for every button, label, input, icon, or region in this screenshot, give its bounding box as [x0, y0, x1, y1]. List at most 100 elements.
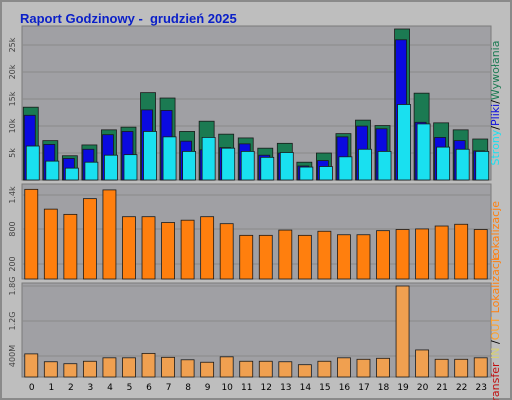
- bar-middle-s0-7: [161, 222, 175, 280]
- x-tick-label-19: 19: [397, 383, 409, 393]
- side-label-part: Lokalizacje: [489, 201, 502, 261]
- bar-middle-s0-19: [395, 229, 410, 280]
- y-tick-label-bottom: 1.2G: [8, 312, 17, 331]
- bar-middle-s0-22: [454, 223, 469, 280]
- bar-middle-s0-23: [473, 229, 488, 280]
- bar-top-s2-10: [221, 147, 236, 181]
- x-tick-label-18: 18: [378, 383, 390, 393]
- x-tick-label-11: 11: [241, 383, 252, 393]
- bar-top-s2-8: [182, 151, 197, 181]
- side-label-part: /: [489, 100, 502, 104]
- x-tick-label-17: 17: [358, 383, 369, 393]
- bar-top-s2-2: [64, 167, 79, 181]
- bar-middle-s0-10: [219, 223, 234, 280]
- y-tick-label-top: 15k: [8, 91, 17, 106]
- bar-middle-s0-4: [102, 189, 117, 280]
- x-tick-label-22: 22: [456, 383, 467, 393]
- x-tick-label-7: 7: [166, 383, 172, 393]
- bar-bottom-s0-17: [356, 358, 371, 378]
- side-label-middle: Lokalizacje: [489, 201, 502, 261]
- bar-top-s2-13: [279, 152, 294, 181]
- y-tick-label-middle: 200: [8, 256, 17, 271]
- x-tick-label-14: 14: [300, 383, 312, 393]
- bar-bottom-s0-7: [161, 356, 175, 378]
- y-tick-label-bottom: 400M: [8, 345, 17, 367]
- bar-bottom-s0-13: [278, 361, 293, 378]
- bar-middle-s0-21: [434, 225, 449, 280]
- side-label-part: Transfer: [489, 362, 502, 400]
- x-tick-label-5: 5: [127, 383, 133, 393]
- bar-bottom-s0-2: [63, 363, 78, 378]
- bar-top-s2-3: [84, 161, 99, 181]
- x-tick-label-16: 16: [339, 383, 351, 393]
- bar-top-s2-22: [455, 148, 470, 181]
- bar-bottom-s0-19: [395, 285, 410, 378]
- side-label-bottom: Transfer IN /OUT Lokalizacje: [489, 253, 502, 400]
- x-tick-label-15: 15: [319, 383, 330, 393]
- bar-top-s2-1: [45, 160, 60, 181]
- bar-middle-s0-1: [43, 208, 58, 280]
- bar-bottom-s0-14: [297, 364, 312, 378]
- bar-top-s2-6: [143, 131, 157, 181]
- bar-top-s2-4: [104, 154, 118, 181]
- x-tick-label-12: 12: [261, 383, 272, 393]
- bar-middle-s0-20: [415, 228, 430, 280]
- bar-bottom-s0-11: [239, 360, 254, 378]
- bar-middle-s0-8: [180, 219, 195, 280]
- bar-middle-s0-14: [297, 234, 312, 280]
- bar-top-s2-21: [436, 146, 451, 181]
- bar-top-s2-20: [416, 123, 431, 181]
- bar-top-s2-16: [338, 156, 353, 181]
- bar-top-s2-11: [240, 151, 255, 181]
- bar-bottom-s0-6: [141, 352, 156, 378]
- bar-top-s2-15: [318, 166, 333, 181]
- bar-middle-s0-16: [337, 234, 351, 280]
- x-tick-label-9: 9: [205, 383, 211, 393]
- bar-bottom-s0-16: [337, 357, 351, 378]
- side-label-part: /: [489, 340, 502, 344]
- bar-top-s2-9: [201, 136, 216, 181]
- bar-top-s2-23: [475, 151, 490, 181]
- bar-bottom-s0-1: [43, 361, 58, 378]
- y-tick-label-bottom: 1.8G: [8, 277, 17, 296]
- bar-middle-s0-6: [141, 216, 156, 280]
- y-tick-label-middle: 1.4k: [8, 186, 17, 204]
- bar-middle-s0-3: [82, 198, 97, 280]
- x-tick-label-20: 20: [417, 383, 429, 393]
- bar-middle-s0-5: [122, 216, 136, 280]
- bar-top-s2-5: [123, 154, 138, 181]
- side-label-part: Pliki: [489, 104, 502, 126]
- bar-middle-s0-15: [317, 230, 332, 280]
- x-tick-label-0: 0: [29, 383, 35, 393]
- bar-bottom-s0-23: [473, 357, 488, 378]
- bar-bottom-s0-10: [219, 356, 234, 378]
- side-label-part: Wywołania: [489, 41, 502, 101]
- x-tick-label-2: 2: [68, 383, 74, 393]
- y-tick-label-top: 10k: [8, 118, 17, 133]
- plot-area-middle: [21, 183, 492, 280]
- bar-top-s2-14: [299, 166, 314, 181]
- bar-bottom-s0-21: [434, 358, 449, 378]
- side-label-part: OUT: [489, 317, 502, 341]
- bar-bottom-s0-20: [415, 349, 430, 378]
- plot-area-bottom: [21, 282, 492, 378]
- bar-bottom-s0-4: [102, 357, 117, 378]
- bar-middle-s0-18: [376, 230, 390, 280]
- y-tick-label-top: 25k: [8, 37, 17, 52]
- bar-bottom-s0-0: [24, 353, 39, 378]
- y-tick-label-top: 20k: [8, 64, 17, 79]
- bar-top-s2-7: [162, 136, 177, 181]
- side-label-top: Strony/Pliki/Wywołania: [489, 41, 502, 166]
- x-tick-label-21: 21: [436, 383, 447, 393]
- bar-middle-s0-2: [63, 213, 78, 280]
- bar-middle-s0-17: [356, 234, 371, 280]
- page-title: Raport Godzinowy - grudzień 2025: [20, 11, 237, 26]
- bar-bottom-s0-3: [82, 360, 97, 378]
- y-tick-label-top: 5k: [8, 148, 17, 158]
- bar-middle-s0-0: [24, 188, 39, 280]
- y-tick-label-middle: 800: [8, 221, 17, 236]
- x-tick-label-23: 23: [476, 383, 487, 393]
- bar-bottom-s0-12: [258, 360, 273, 378]
- plot-area-top: [21, 25, 492, 181]
